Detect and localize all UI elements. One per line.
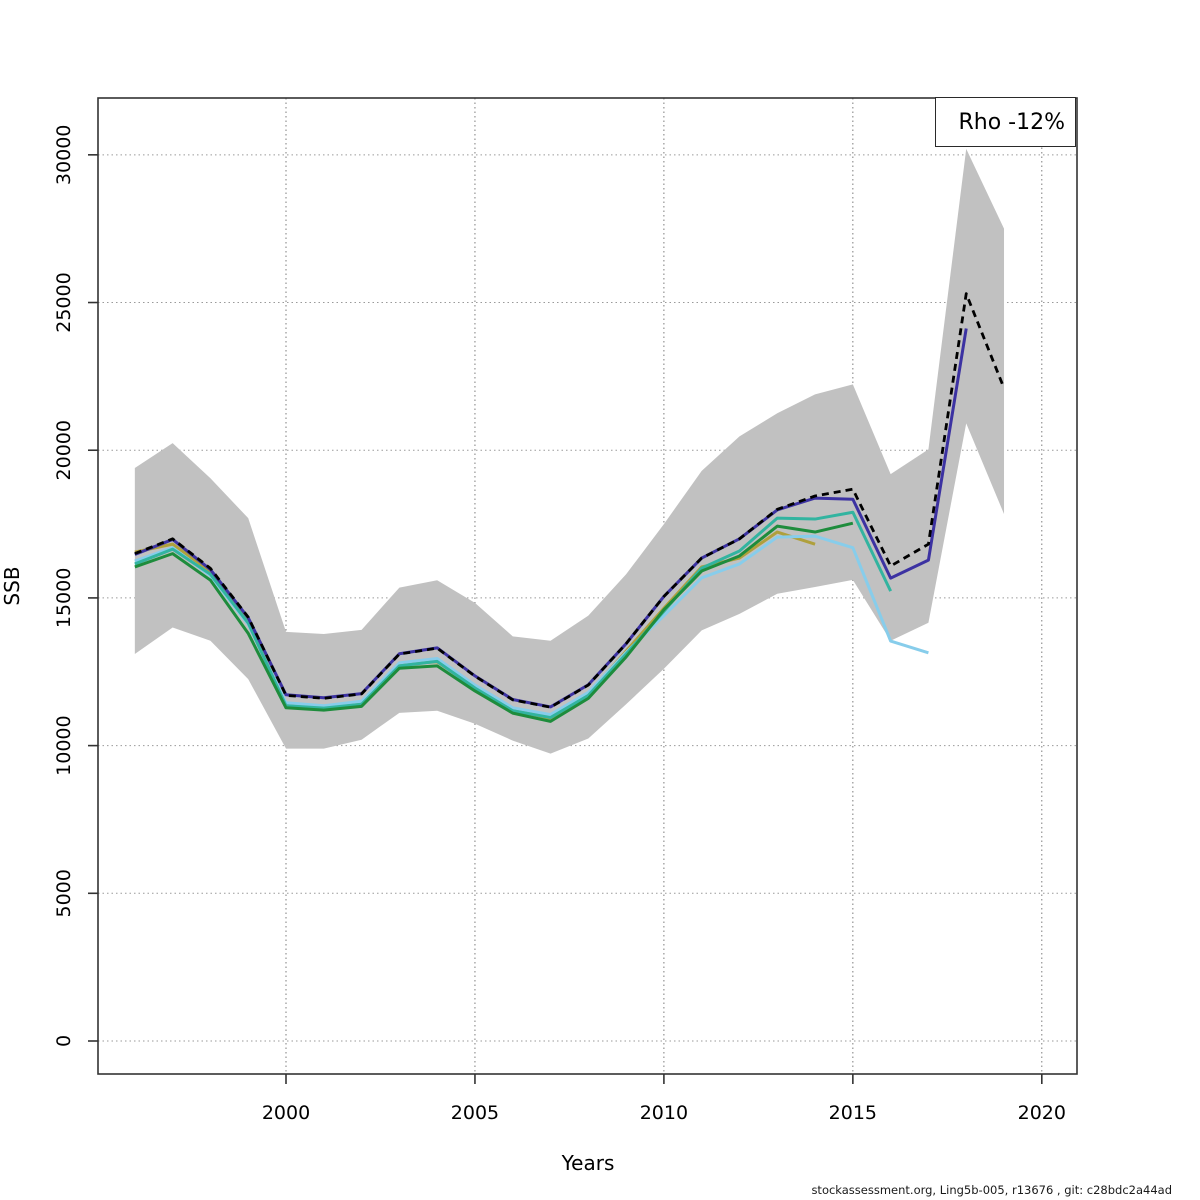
y-tick-label: 5000 (53, 869, 75, 917)
y-tick-label: 10000 (53, 715, 75, 775)
x-tick-label: 2020 (1018, 1102, 1066, 1124)
x-tick-label: 2010 (640, 1102, 688, 1124)
x-tick-label: 2005 (451, 1102, 499, 1124)
series-peel-2016 (134, 510, 892, 720)
axis-ticks: 2000 2005 2010 2015 2020 0 5000 10000 15000 20000… (53, 125, 1066, 1124)
legend-label: Rho -12% (958, 109, 1065, 135)
series-base-run (134, 292, 1006, 709)
x-axis-label: Years (561, 1151, 615, 1175)
y-tick-label: 30000 (53, 125, 75, 185)
footer-credit: stockassessment.org, Ling5b-005, r13676 … (811, 1183, 1172, 1197)
y-tick-label: 25000 (53, 272, 75, 332)
series-peel-2015 (134, 521, 854, 723)
series-lines (134, 292, 1006, 723)
y-tick-label: 20000 (53, 420, 75, 480)
y-axis-label: SSB (0, 566, 24, 605)
y-tick-label: 0 (53, 1035, 75, 1047)
legend-box: Rho -12% (935, 97, 1076, 147)
plot-border (97, 97, 1078, 1075)
confidence-band (134, 148, 1005, 754)
gridlines (98, 98, 1077, 1074)
x-tick-label: 2015 (829, 1102, 877, 1124)
y-tick-label: 15000 (53, 568, 75, 628)
x-tick-label: 2000 (262, 1102, 310, 1124)
